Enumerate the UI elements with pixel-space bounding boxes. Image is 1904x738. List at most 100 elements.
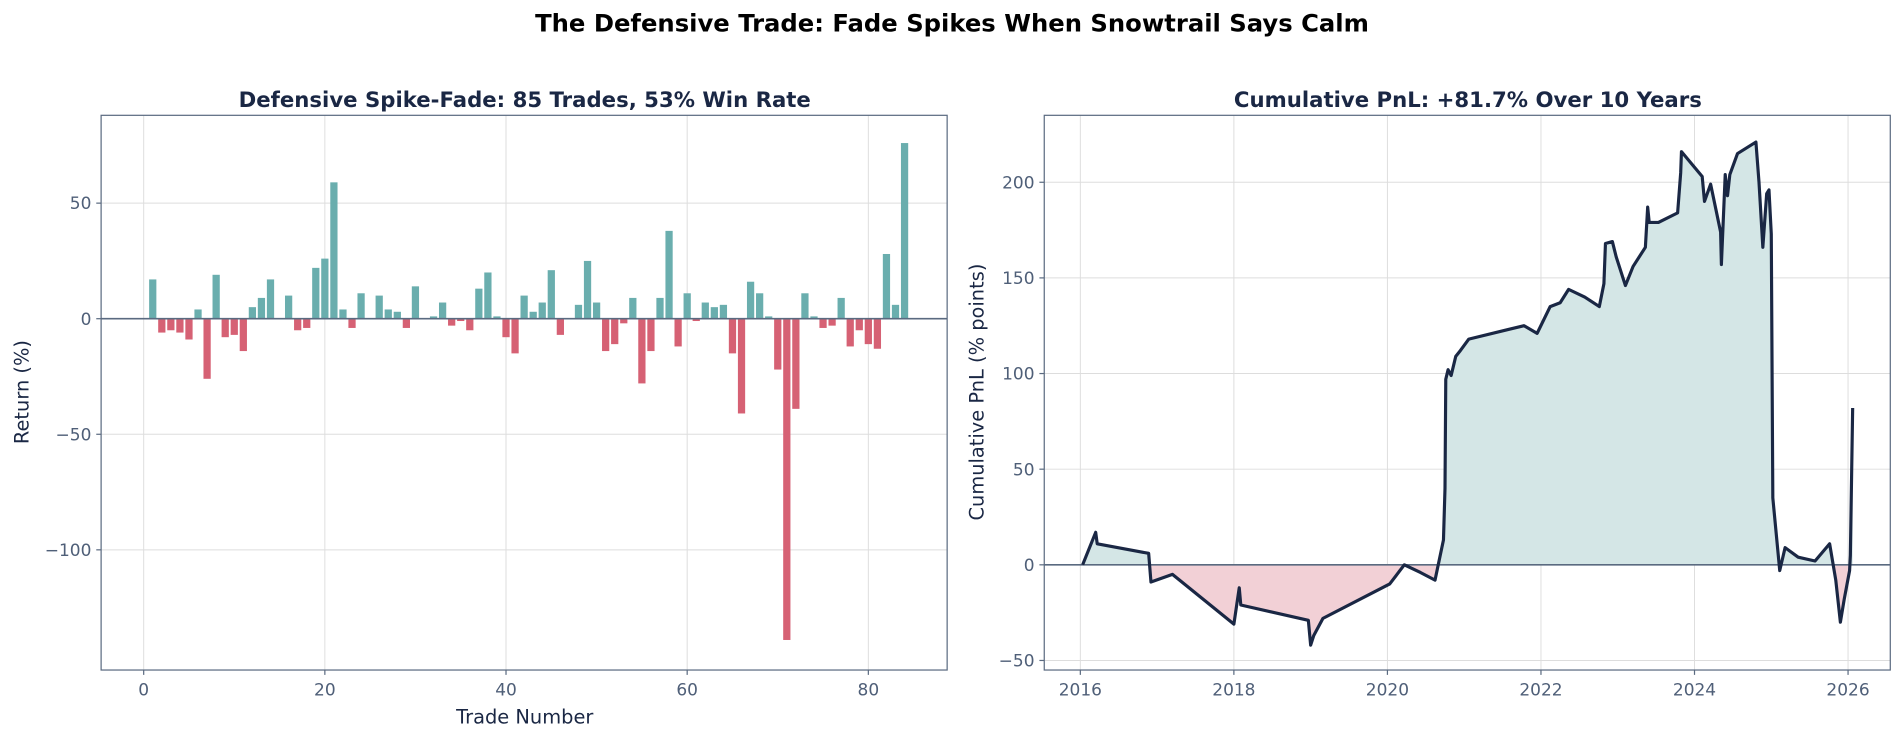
bar: [665, 230, 673, 319]
bar: [774, 318, 782, 370]
x-tick-label: 2022: [1519, 681, 1562, 701]
bar: [384, 309, 392, 319]
bar: [357, 293, 365, 319]
bar: [457, 318, 465, 322]
bar: [257, 297, 266, 319]
x-tick-label: 80: [858, 681, 880, 701]
bar: [203, 318, 211, 379]
chart-title: Defensive Spike-Fade: 85 Trades, 53% Win…: [239, 88, 811, 113]
negative-area: [1082, 564, 1853, 646]
bar: [728, 318, 737, 354]
bar: [266, 279, 275, 319]
bar: [828, 318, 836, 326]
bar: [846, 318, 854, 347]
bar: [493, 316, 501, 319]
bar: [330, 182, 338, 319]
bar: [284, 295, 293, 319]
bar: [448, 318, 456, 326]
y-tick-label: 150: [1002, 269, 1034, 289]
x-tick-label: 60: [676, 681, 698, 701]
bar: [891, 304, 900, 319]
bar: [792, 318, 800, 409]
bar: [719, 304, 728, 319]
bar: [321, 258, 329, 319]
bar: [502, 318, 510, 338]
y-tick-label: −100: [45, 541, 92, 561]
y-tick-label: 50: [70, 194, 92, 214]
cumulative-pnl-chart: Cumulative PnL: +81.7% Over 10 Years Cum…: [966, 88, 1891, 701]
bar: [574, 304, 583, 319]
y-tick-label: 0: [81, 310, 92, 330]
bar: [194, 309, 202, 319]
x-tick-label: 2016: [1059, 681, 1102, 701]
bar: [221, 318, 229, 338]
bar: [900, 143, 909, 319]
bar: [429, 316, 438, 319]
bar: [339, 309, 347, 319]
y-tick-label: 100: [1002, 365, 1034, 385]
bar: [484, 272, 492, 319]
y-tick-label: −50: [999, 652, 1035, 672]
y-tick-label: 0: [1024, 556, 1035, 576]
bar: [855, 318, 863, 331]
bar: [710, 307, 718, 319]
chart-title: Cumulative PnL: +81.7% Over 10 Years: [1234, 88, 1702, 113]
bar: [765, 316, 773, 319]
bar: [656, 297, 664, 319]
bar: [882, 253, 891, 319]
bar: [402, 318, 410, 328]
bar: [538, 302, 546, 319]
bar: [348, 318, 356, 328]
bar: [158, 318, 166, 333]
bar: [746, 281, 755, 319]
bar: [167, 318, 175, 331]
bar: [692, 318, 700, 322]
x-tick-label: 40: [495, 681, 517, 701]
y-tick-label: 200: [1002, 173, 1034, 193]
bar: [737, 318, 746, 414]
bar: [611, 318, 619, 345]
y-axis-label: Return (%): [10, 340, 33, 444]
bar: [375, 295, 383, 319]
bar: [547, 270, 555, 319]
bar: [837, 297, 845, 319]
bar: [801, 293, 809, 319]
bar: [239, 318, 247, 352]
bar: [294, 318, 302, 331]
plot-frame: [1043, 114, 1891, 671]
bar: [520, 295, 528, 319]
bar: [248, 307, 257, 319]
x-axis-label: Trade Number: [455, 705, 593, 728]
bar: [647, 318, 655, 352]
bar: [230, 318, 238, 335]
y-tick-label: 50: [1013, 460, 1035, 480]
bar: [583, 260, 592, 319]
bar: [149, 279, 157, 319]
bar: [529, 311, 537, 319]
bar: [176, 318, 184, 333]
bar: [303, 318, 311, 328]
bar: [475, 288, 483, 319]
x-tick-label: 0: [138, 681, 149, 701]
suptitle: The Defensive Trade: Fade Spikes When Sn…: [535, 9, 1369, 38]
bar: [212, 274, 220, 319]
plot-frame: [100, 114, 948, 671]
bar: [864, 318, 872, 345]
x-tick-label: 2026: [1826, 681, 1869, 701]
bar: [312, 267, 320, 319]
bar: [873, 318, 882, 349]
bar: [783, 318, 791, 640]
bar: [683, 293, 691, 319]
x-tick-label: 2024: [1673, 681, 1716, 701]
bar: [810, 316, 818, 319]
bar: [511, 318, 519, 354]
x-tick-label: 20: [314, 681, 336, 701]
bar: [556, 318, 564, 335]
y-axis-label: Cumulative PnL (% points): [966, 264, 989, 521]
positive-area: [1082, 142, 1853, 565]
bar: [620, 318, 628, 324]
bar: [674, 318, 682, 347]
bar: [819, 318, 827, 328]
bar: [701, 302, 709, 319]
